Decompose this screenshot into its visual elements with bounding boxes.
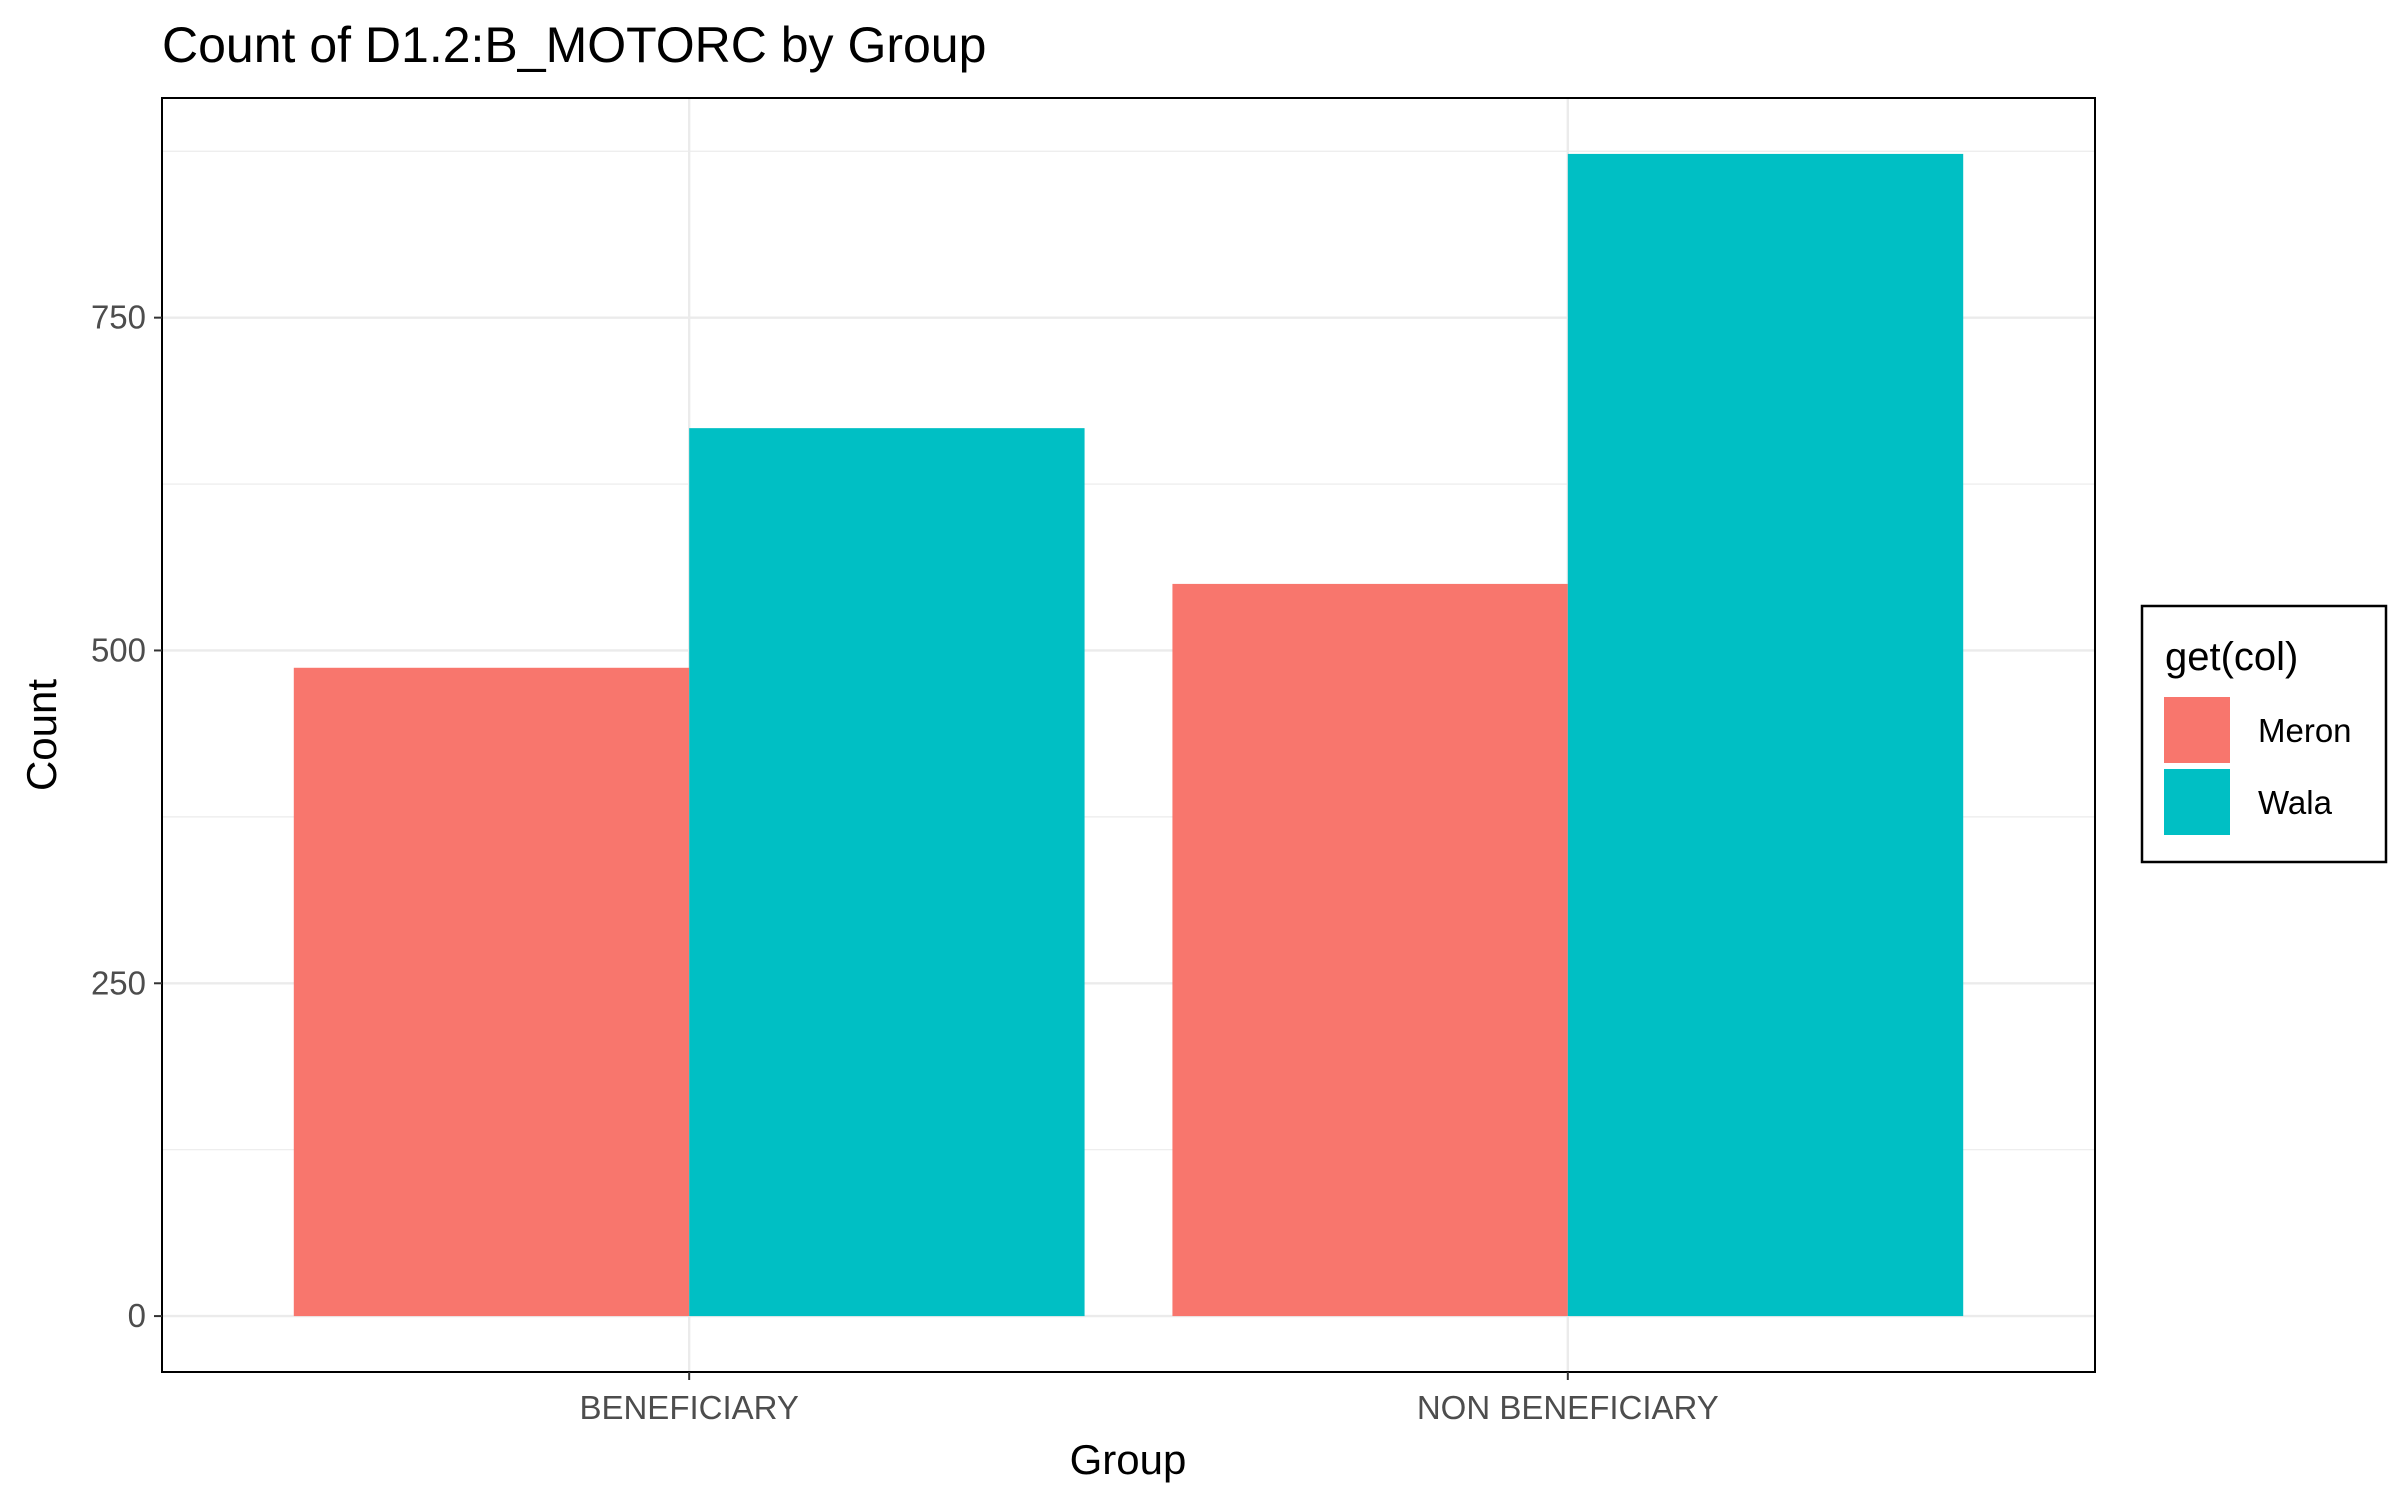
y-tick-label: 500 xyxy=(91,631,146,668)
legend-key-wala xyxy=(2164,769,2230,835)
plot-panel-border xyxy=(161,97,2096,1373)
legend: get(col) Meron Wala xyxy=(2140,604,2388,864)
y-axis-title: Count xyxy=(18,679,65,791)
legend-title: get(col) xyxy=(2165,635,2298,679)
legend-label-meron: Meron xyxy=(2258,712,2352,749)
bar-meron-beneficiary xyxy=(293,667,690,1317)
chart-title: Count of D1.2:B_MOTORC by Group xyxy=(162,17,986,73)
bar-wala-non-beneficiary xyxy=(1567,153,1964,1317)
x-axis: BENEFICIARY NON BENEFICIARY xyxy=(579,1372,1719,1426)
x-tick-label: BENEFICIARY xyxy=(579,1389,798,1426)
bar-meron-non-beneficiary xyxy=(1172,583,1568,1317)
legend-label-wala: Wala xyxy=(2258,784,2333,821)
y-tick-label: 250 xyxy=(91,964,146,1001)
bars xyxy=(293,153,1964,1317)
y-tick-label: 0 xyxy=(128,1297,146,1334)
x-axis-title: Group xyxy=(1070,1436,1187,1483)
y-tick-label: 750 xyxy=(91,299,146,336)
y-axis: 0 250 500 750 xyxy=(91,299,162,1334)
bar-wala-beneficiary xyxy=(689,428,1085,1317)
x-tick-label: NON BENEFICIARY xyxy=(1417,1389,1719,1426)
legend-key-meron xyxy=(2164,697,2230,763)
